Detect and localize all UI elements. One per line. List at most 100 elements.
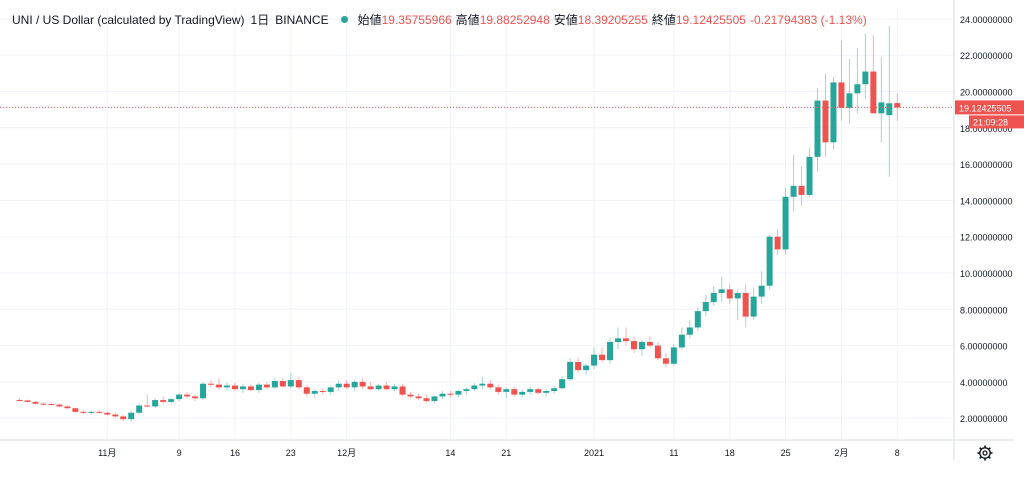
candle-body xyxy=(200,383,207,399)
candle-body xyxy=(319,390,326,392)
close-label: 終値 xyxy=(651,13,676,27)
candle-body xyxy=(551,388,558,391)
interval-label[interactable]: 1日 xyxy=(250,13,270,27)
candle-body xyxy=(822,100,829,143)
candle-body xyxy=(511,389,518,395)
y-tick-label: 6.00000000 xyxy=(960,342,1008,352)
candle-body xyxy=(383,385,390,390)
y-tick-label: 22.00000000 xyxy=(960,51,1013,61)
x-tick-label: 16 xyxy=(230,448,240,458)
candle-body xyxy=(535,389,542,393)
y-tick-label: 20.00000000 xyxy=(960,87,1013,97)
candle-body xyxy=(80,411,87,413)
symbol-legend: UNI / US Dollar (calculated by TradingVi… xyxy=(12,11,871,28)
candle-body xyxy=(503,389,510,392)
candle-body xyxy=(263,384,270,388)
candle-body xyxy=(599,354,606,361)
candle-body xyxy=(846,93,853,108)
candle-body xyxy=(367,386,374,390)
candle-body xyxy=(607,341,614,361)
candle-body xyxy=(24,400,31,402)
y-tick-label: 2.00000000 xyxy=(960,414,1008,424)
candles xyxy=(16,26,901,422)
y-tick-label: 16.00000000 xyxy=(960,160,1013,170)
candle-body xyxy=(726,289,733,299)
candle-body xyxy=(615,338,621,342)
x-tick-label: 2021 xyxy=(584,448,604,458)
candle-body xyxy=(192,396,199,399)
candle-body xyxy=(495,387,502,392)
candle-body xyxy=(527,389,534,392)
price-label: 19.12425505 xyxy=(959,103,1012,113)
candle-body xyxy=(622,338,629,342)
candle-body xyxy=(407,394,414,397)
y-tick-label: 4.00000000 xyxy=(960,378,1008,388)
candle-body xyxy=(351,381,358,388)
price-label-box xyxy=(955,100,1024,115)
candle-body xyxy=(399,386,406,395)
candle-body xyxy=(176,394,183,400)
candle-body xyxy=(439,393,446,397)
candle-body xyxy=(335,383,342,388)
candle-body xyxy=(184,394,191,397)
candle-body xyxy=(56,404,63,407)
candle-body xyxy=(774,236,781,250)
candle-body xyxy=(391,386,398,390)
candle-body xyxy=(886,103,893,116)
candle-body xyxy=(878,102,885,114)
high-label: 高値 xyxy=(455,13,480,27)
candle-body xyxy=(806,156,813,195)
candle-body xyxy=(120,416,127,420)
candle-body xyxy=(702,302,709,312)
x-tick-label: 8 xyxy=(895,448,900,458)
candle-body xyxy=(591,354,598,366)
candle-body xyxy=(559,379,566,389)
candle-body xyxy=(271,381,278,388)
candle-body xyxy=(223,385,230,388)
candle-body xyxy=(630,341,637,350)
exchange-label: BINANCE xyxy=(275,12,329,27)
candle-body xyxy=(64,406,71,409)
candle-body xyxy=(295,380,302,388)
candle-body xyxy=(575,361,582,371)
y-tick-label: 18.00000000 xyxy=(960,124,1013,134)
candle-body xyxy=(431,396,438,401)
candle-body xyxy=(247,386,254,391)
gear-icon[interactable] xyxy=(976,444,994,462)
candle-body xyxy=(870,71,877,114)
close-value: 19.12425505 xyxy=(675,12,746,27)
symbol-title[interactable]: UNI / US Dollar (calculated by TradingVi… xyxy=(12,12,245,27)
candle-body xyxy=(287,380,294,387)
y-tick-label: 24.00000000 xyxy=(960,15,1013,25)
candle-body xyxy=(670,347,677,364)
candle-body xyxy=(40,403,47,405)
candle-body xyxy=(303,387,310,394)
candle-body xyxy=(742,292,749,317)
candle-body xyxy=(239,386,246,390)
candle-body xyxy=(208,383,215,385)
candle-body xyxy=(471,385,478,390)
candle-body xyxy=(479,383,486,386)
x-tick-label: 9 xyxy=(177,448,182,458)
candle-body xyxy=(782,196,789,250)
y-tick-label: 14.00000000 xyxy=(960,196,1013,206)
x-tick-label: 2月 xyxy=(834,448,848,458)
axes: 2.00000000 4.00000000 6.00000000 8.00000000… xyxy=(0,0,1024,460)
x-tick-label: 18 xyxy=(725,448,735,458)
candle-body xyxy=(48,404,55,406)
candle-body xyxy=(583,365,590,371)
high-value: 19.88252948 xyxy=(479,12,550,27)
candle-body xyxy=(160,400,167,402)
grid-lines xyxy=(0,8,954,440)
candle-body xyxy=(168,399,175,402)
candle-body xyxy=(104,412,111,415)
countdown-box xyxy=(969,115,1024,129)
candle-body xyxy=(638,341,645,350)
candle-body xyxy=(710,292,717,303)
candle-body xyxy=(814,100,821,157)
open-label: 始値 xyxy=(357,13,382,27)
candle-body xyxy=(830,82,837,143)
low-value: 18.39205255 xyxy=(577,12,648,27)
